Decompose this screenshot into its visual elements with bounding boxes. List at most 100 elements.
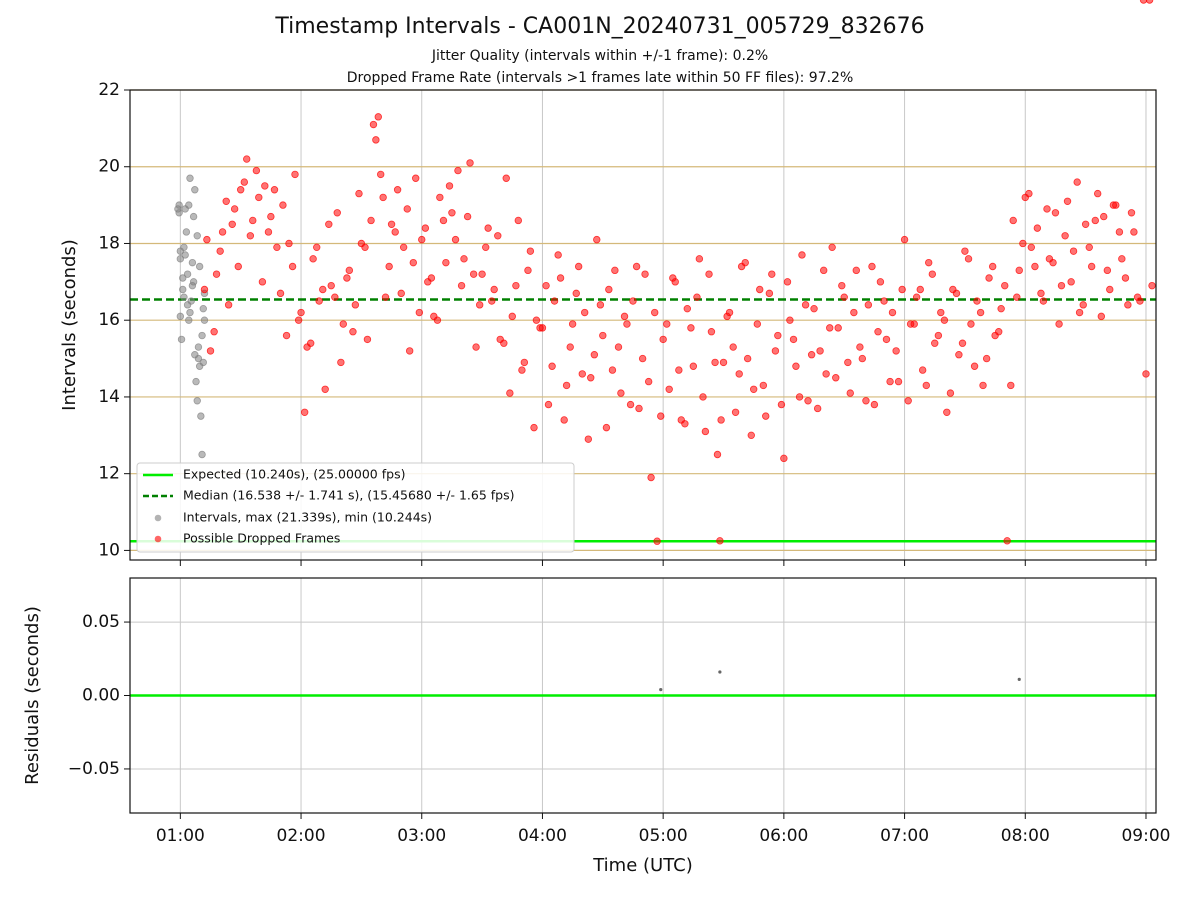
dropped-frame-point (844, 358, 852, 367)
dropped-frame-point (374, 113, 382, 121)
dropped-frame-point (665, 385, 673, 393)
dropped-frame-point (448, 209, 456, 217)
dropped-frame-point (1118, 255, 1126, 263)
dropped-frame-point (834, 324, 842, 332)
dropped-frame-point (701, 427, 710, 436)
intervals-y-tick-label: 20 (98, 157, 120, 177)
interval-point (195, 262, 204, 271)
interval-point (181, 251, 189, 259)
dropped-frame-point (822, 370, 830, 378)
legend-median-label: Median (16.538 +/- 1.741 s), (15.45680 +… (183, 488, 514, 503)
dropped-frame-point (403, 205, 411, 213)
dropped-frame-point (451, 235, 460, 244)
dropped-frame-point (224, 301, 233, 309)
dropped-frame-point (1079, 301, 1087, 309)
dropped-frame-point (319, 285, 327, 294)
interval-point (199, 304, 207, 313)
dropped-frame-point (743, 354, 752, 363)
dropped-frame-point (1019, 239, 1027, 248)
dropped-frame-point (1027, 243, 1036, 252)
dropped-frame-point (512, 281, 520, 290)
dropped-frame-point (313, 243, 321, 252)
dropped-frame-point (294, 316, 303, 324)
interval-point (194, 343, 203, 351)
dropped-frame-point (651, 308, 659, 317)
dropped-frame-point (1115, 228, 1124, 236)
interval-point (198, 331, 206, 340)
dropped-frame-point (566, 343, 574, 351)
dropped-frame-point (747, 431, 755, 440)
dropped-frame-point (345, 266, 354, 275)
dropped-frame-point (1103, 266, 1112, 275)
intervals-x-ticks (179, 560, 1147, 566)
intervals-y-ticks: 10 12 14 16 18 20 22 (98, 80, 130, 560)
dropped-frame-point (1100, 212, 1108, 221)
dropped-frame-point (647, 473, 655, 482)
dropped-frame-point (508, 312, 516, 321)
dropped-frame-point (469, 270, 478, 278)
dropped-frame-point (840, 293, 848, 301)
interval-point (186, 174, 194, 182)
dropped-frame-point (916, 285, 924, 294)
interval-point (193, 397, 201, 405)
dropped-frame-point (343, 274, 351, 282)
dropped-frame-point (381, 293, 390, 301)
dropped-frame-point (372, 136, 380, 144)
dropped-frame-point (886, 377, 894, 386)
dropped-frame-point (1015, 266, 1023, 275)
dropped-frame-point (466, 159, 474, 167)
dropped-frame-point (874, 328, 882, 336)
dropped-frame-point (973, 297, 981, 305)
dropped-frame-point (297, 308, 305, 317)
dropped-frame-point (454, 166, 462, 175)
dropped-frame-point (472, 343, 480, 351)
dropped-frame-point (1061, 232, 1069, 240)
interval-point (176, 312, 185, 321)
dropped-frame-point (1133, 293, 1142, 301)
residual-point (659, 688, 663, 692)
dropped-frame-point (1087, 262, 1096, 271)
dropped-frame-point (762, 412, 770, 420)
legend-dropped-swatch (154, 535, 162, 543)
dropped-frame-point (858, 354, 867, 363)
dropped-frame-point (925, 258, 933, 267)
intervals-axes-frame (129, 89, 1157, 561)
dropped-frame-point (955, 351, 963, 359)
dropped-frame-point (228, 220, 236, 228)
dropped-frame-point (699, 393, 707, 401)
interval-point (177, 335, 186, 344)
dropped-frame-point (484, 224, 492, 232)
dropped-frame-point (578, 370, 586, 378)
dropped-frame-point (1013, 293, 1021, 301)
dropped-frame-point (249, 216, 257, 225)
dropped-frame-point (273, 243, 281, 252)
dropped-frame-point (397, 289, 405, 298)
dropped-frame-point (961, 247, 969, 255)
dropped-frame-point (687, 324, 695, 332)
dropped-frame-point (367, 216, 375, 225)
dropped-frame-point (574, 262, 583, 271)
legend-intervals-label: Intervals, max (21.339s), min (10.244s) (183, 510, 432, 525)
dropped-frame-point (608, 366, 617, 374)
dropped-frame-point (804, 397, 812, 405)
dropped-frame-point (321, 385, 329, 393)
dropped-frame-point (599, 331, 607, 340)
dropped-frame-point (572, 289, 580, 298)
dropped-frame-point (623, 320, 631, 328)
dropped-frame-point (819, 266, 828, 275)
dropped-frame-point (306, 339, 315, 347)
intervals-panel: 10 12 14 16 18 20 22 Intervals (seconds) Expec… (59, 0, 1157, 566)
dropped-frame-point (478, 270, 486, 278)
dropped-frame-point (243, 155, 251, 163)
dropped-frame-point (1069, 247, 1078, 255)
dropped-frame-point (792, 362, 800, 370)
dropped-frame-point (1055, 320, 1063, 328)
dropped-frame-point (931, 339, 939, 347)
dropped-frame-point (1001, 281, 1009, 290)
dropped-frame-point (683, 304, 691, 313)
dropped-frame-point (351, 301, 360, 309)
dropped-frame-point (309, 255, 317, 263)
dropped-frame-point (236, 186, 245, 194)
dropped-frame-point (888, 308, 897, 317)
dropped-frame-point (717, 416, 725, 424)
